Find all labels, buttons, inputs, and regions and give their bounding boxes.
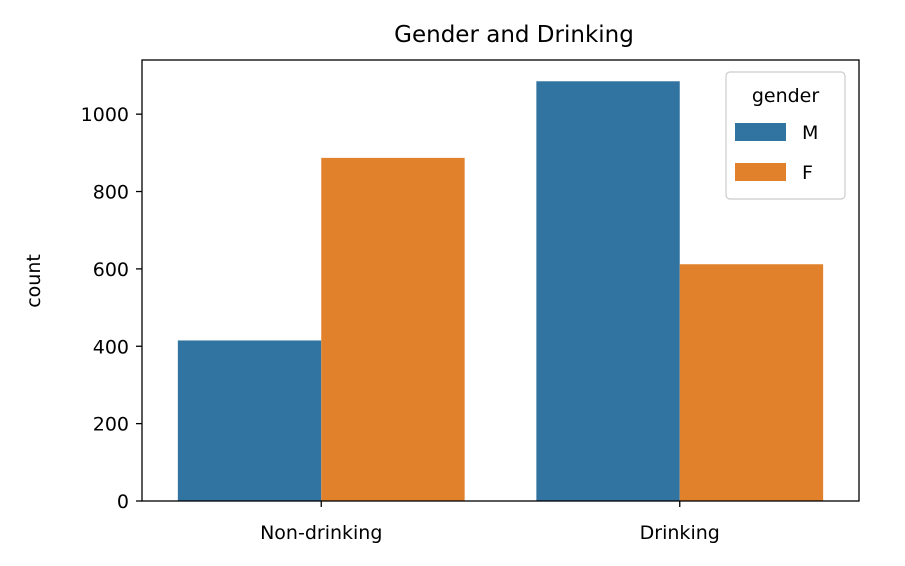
legend: gender MF [725, 71, 846, 200]
y-axis: 0 200 400 600 800 1000 [81, 104, 142, 513]
bar-f-non-drinking [321, 157, 465, 502]
legend-label-m: M [802, 122, 818, 144]
x-axis: Non-drinking Drinking [260, 501, 720, 544]
y-tick-label: 400 [93, 336, 129, 358]
legend-label-f: F [802, 162, 813, 184]
y-tick-label: 1000 [81, 104, 129, 126]
y-tick-label: 0 [117, 491, 129, 513]
legend-swatch-f [735, 163, 786, 181]
bar-f-drinking [679, 264, 824, 501]
bar-m-non-drinking [177, 340, 322, 501]
y-tick-label: 200 [93, 414, 129, 436]
legend-swatch-m [735, 123, 786, 141]
plot-frame [141, 59, 860, 502]
y-tick-label: 600 [93, 259, 129, 281]
bars-group [177, 81, 824, 502]
y-tick-label: 800 [93, 182, 129, 204]
x-tick-label: Drinking [640, 522, 720, 544]
y-axis-label: count [23, 254, 45, 308]
bar-m-drinking [536, 81, 680, 502]
legend-title: gender [752, 85, 820, 107]
chart-title: Gender and Drinking [394, 22, 634, 48]
x-tick-label: Non-drinking [260, 522, 382, 544]
